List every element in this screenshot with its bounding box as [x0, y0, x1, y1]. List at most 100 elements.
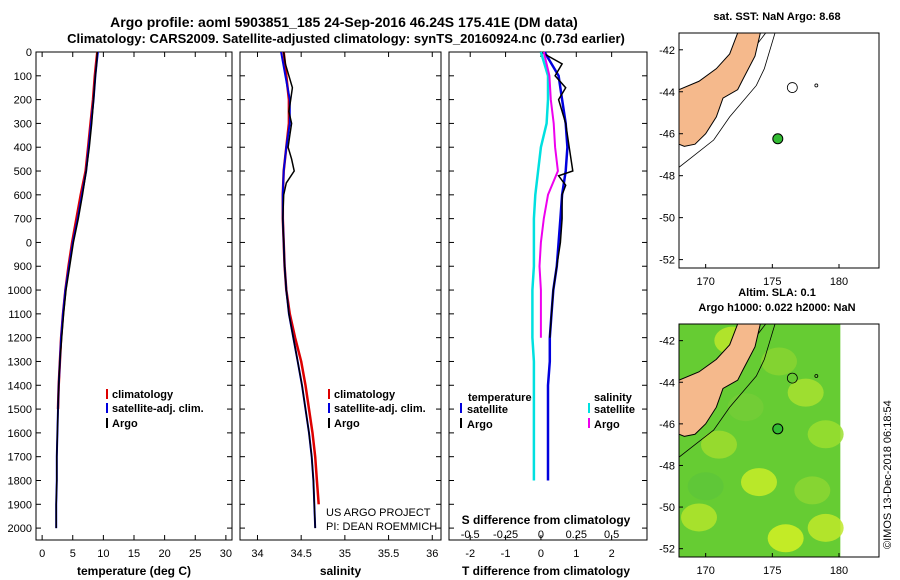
y-tick-label: 900: [14, 261, 32, 273]
series-line-argo: [55, 51, 99, 529]
x-tick-label: 1: [573, 548, 579, 560]
lat-tick-label: -42: [659, 45, 675, 57]
legend-title-temperature: temperature: [468, 392, 532, 404]
argo-float-marker: [772, 423, 784, 435]
lat-tick-label: -50: [659, 213, 675, 225]
legend-label: satellite-adj. clim.: [112, 403, 204, 415]
x-tick-label: 10: [97, 548, 109, 560]
credit-line1: US ARGO PROJECT: [326, 507, 431, 519]
legend-label: Argo: [467, 419, 493, 431]
series-line-temperature-argo: [540, 51, 574, 338]
sla-anomaly-patch: [767, 524, 804, 553]
x-tick-label: -2: [465, 548, 475, 560]
lat-tick-label: -42: [659, 336, 675, 348]
x-tick-label: 34: [251, 548, 263, 560]
y-tick-label: 0: [26, 47, 32, 59]
lon-tick-label: 170: [696, 276, 714, 288]
legend-label: Argo: [334, 418, 360, 430]
x-axis-label: salinity: [320, 564, 362, 578]
lat-tick-label: -52: [659, 255, 675, 267]
s-tick-label: 0: [538, 529, 544, 541]
sst-map-panel: sat. SST: NaN Argo: 8.68 170 175 180 -42 -44 -…: [659, 11, 880, 288]
map-frame: [678, 32, 880, 269]
y-tick-label: 1500: [8, 404, 32, 416]
x-tick-label: 25: [189, 548, 201, 560]
s-tick-label: -0.5: [461, 529, 480, 541]
y-tick-label: 100: [14, 71, 32, 83]
temperature-panel: 0100200300400500600700090010001100120013…: [8, 47, 233, 578]
map-body: [679, 324, 879, 557]
lon-tick-label: 180: [830, 565, 848, 577]
x-tick-label: 20: [159, 548, 171, 560]
chatham-contour: [786, 372, 798, 384]
plot-frame: [239, 51, 442, 541]
figure-title-line1: Argo profile: aoml 5903851_185 24-Sep-20…: [110, 14, 578, 30]
lat-tick-label: -44: [659, 87, 675, 99]
lon-tick-label: 180: [830, 276, 848, 288]
lat-tick-label: -48: [659, 171, 675, 183]
y-tick-label: 1100: [8, 309, 32, 321]
y-tick-label: 1000: [8, 285, 32, 297]
argo-float-marker: [772, 133, 784, 145]
legend-label: satellite: [467, 404, 508, 416]
y-tick-label: 600: [14, 190, 32, 202]
lat-tick-label: -46: [659, 419, 675, 431]
lon-tick-label: 175: [763, 276, 781, 288]
x-tick-label: 0: [538, 548, 544, 560]
x-tick-label: 35: [339, 548, 351, 560]
x-axis-label: T difference from climatology: [462, 564, 630, 578]
lat-tick-label: -52: [659, 544, 675, 556]
s-tick-label: 0.5: [604, 529, 619, 541]
south-island-land: [679, 324, 761, 437]
x-tick-label: 36: [426, 548, 438, 560]
difference-panel: -2 -1 0 1 2 -0.5 -0.25 0 0.25 0.5 S difference fro…: [448, 51, 648, 578]
sla-anomaly-patch: [794, 476, 831, 505]
y-tick-label: 1300: [8, 356, 32, 368]
salinity-panel: 34 34.5 35 35.5 36 salinity climatology satelli…: [239, 51, 442, 578]
sla-anomaly-patch: [687, 472, 724, 501]
series-line-salinity-argo: [538, 51, 559, 338]
s-tick-label: 0.25: [566, 529, 587, 541]
x-tick-label: 2: [609, 548, 615, 560]
y-tick-label: 400: [14, 142, 32, 154]
sla-anomaly-patch: [681, 503, 717, 532]
y-tick-label: 0: [26, 237, 32, 249]
y-tick-label: 1200: [8, 333, 32, 345]
x-tick-label: 34.5: [290, 548, 311, 560]
map-frame: [678, 323, 880, 558]
sla-anomaly-patch: [761, 347, 797, 376]
sla-anomaly-patch: [807, 513, 844, 542]
y-tick-label: 1600: [8, 428, 32, 440]
imos-timestamp: ©IMOS 13-Dec-2018 06:18:54: [882, 400, 894, 549]
x-axis-label: temperature (deg C): [77, 564, 191, 578]
x-tick-label: -1: [501, 548, 511, 560]
lon-tick-label: 175: [763, 565, 781, 577]
sla-anomaly-patch: [727, 393, 764, 422]
chatham-contour: [814, 374, 819, 378]
x-tick-label: 15: [128, 548, 140, 560]
y-tick-label: 1700: [8, 452, 32, 464]
y-tick-label: 2000: [8, 523, 32, 535]
x-tick-label: 30: [220, 548, 232, 560]
legend-label: Argo: [112, 418, 138, 430]
legend-label: satellite: [594, 404, 635, 416]
y-tick-label: 300: [14, 118, 32, 130]
x-tick-label: 35.5: [378, 548, 399, 560]
map-title-line: sat. SST: NaN Argo: 8.68: [713, 11, 840, 23]
lat-tick-label: -46: [659, 129, 675, 141]
x-tick-label: 0: [39, 548, 45, 560]
plot-frame: [35, 51, 233, 541]
sla-anomaly-patch: [701, 430, 737, 459]
map-body: [679, 33, 879, 268]
lat-tick-label: -44: [659, 377, 675, 389]
map-title-line: Altim. SLA: 0.1: [738, 287, 816, 299]
map-ocean: [679, 33, 879, 268]
x-tick-label: 5: [70, 548, 76, 560]
lat-tick-label: -50: [659, 502, 675, 514]
chatham-contour: [814, 83, 819, 88]
figure-title-line2: Climatology: CARS2009. Satellite-adjuste…: [67, 31, 625, 46]
y-tick-label: 500: [14, 166, 32, 178]
y-tick-label: 1800: [8, 475, 32, 487]
s-tick-label: -0.25: [493, 529, 518, 541]
